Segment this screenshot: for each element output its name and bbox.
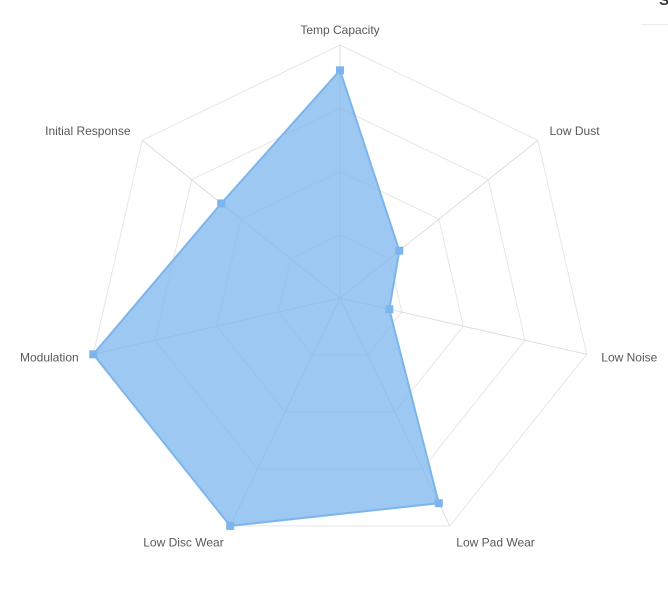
- axis-label-low-pad-wear: Low Pad Wear: [456, 536, 535, 550]
- axis-label-initial-response: Initial Response: [45, 124, 131, 138]
- grid-ring-4: [92, 44, 588, 527]
- data-point-temp-capacity[interactable]: [336, 66, 344, 75]
- data-point-low-noise[interactable]: [385, 305, 394, 314]
- data-point-low-dust[interactable]: [395, 246, 404, 255]
- corner-divider: [641, 24, 668, 25]
- data-point-low-disc-wear[interactable]: [226, 521, 235, 530]
- data-point-initial-response[interactable]: [217, 199, 226, 208]
- axis-label-low-disc-wear: Low Disc Wear: [143, 536, 223, 550]
- axis-label-low-dust: Low Dust: [550, 124, 601, 138]
- clipped-corner-text: S: [658, 0, 668, 9]
- data-point-low-pad-wear[interactable]: [434, 499, 443, 508]
- axis-label-temp-capacity: Temp Capacity: [300, 23, 379, 37]
- data-point-modulation[interactable]: [89, 350, 98, 359]
- axis-label-low-noise: Low Noise: [601, 351, 657, 365]
- axis-label-modulation: Modulation: [20, 351, 79, 365]
- series-area: [92, 69, 440, 527]
